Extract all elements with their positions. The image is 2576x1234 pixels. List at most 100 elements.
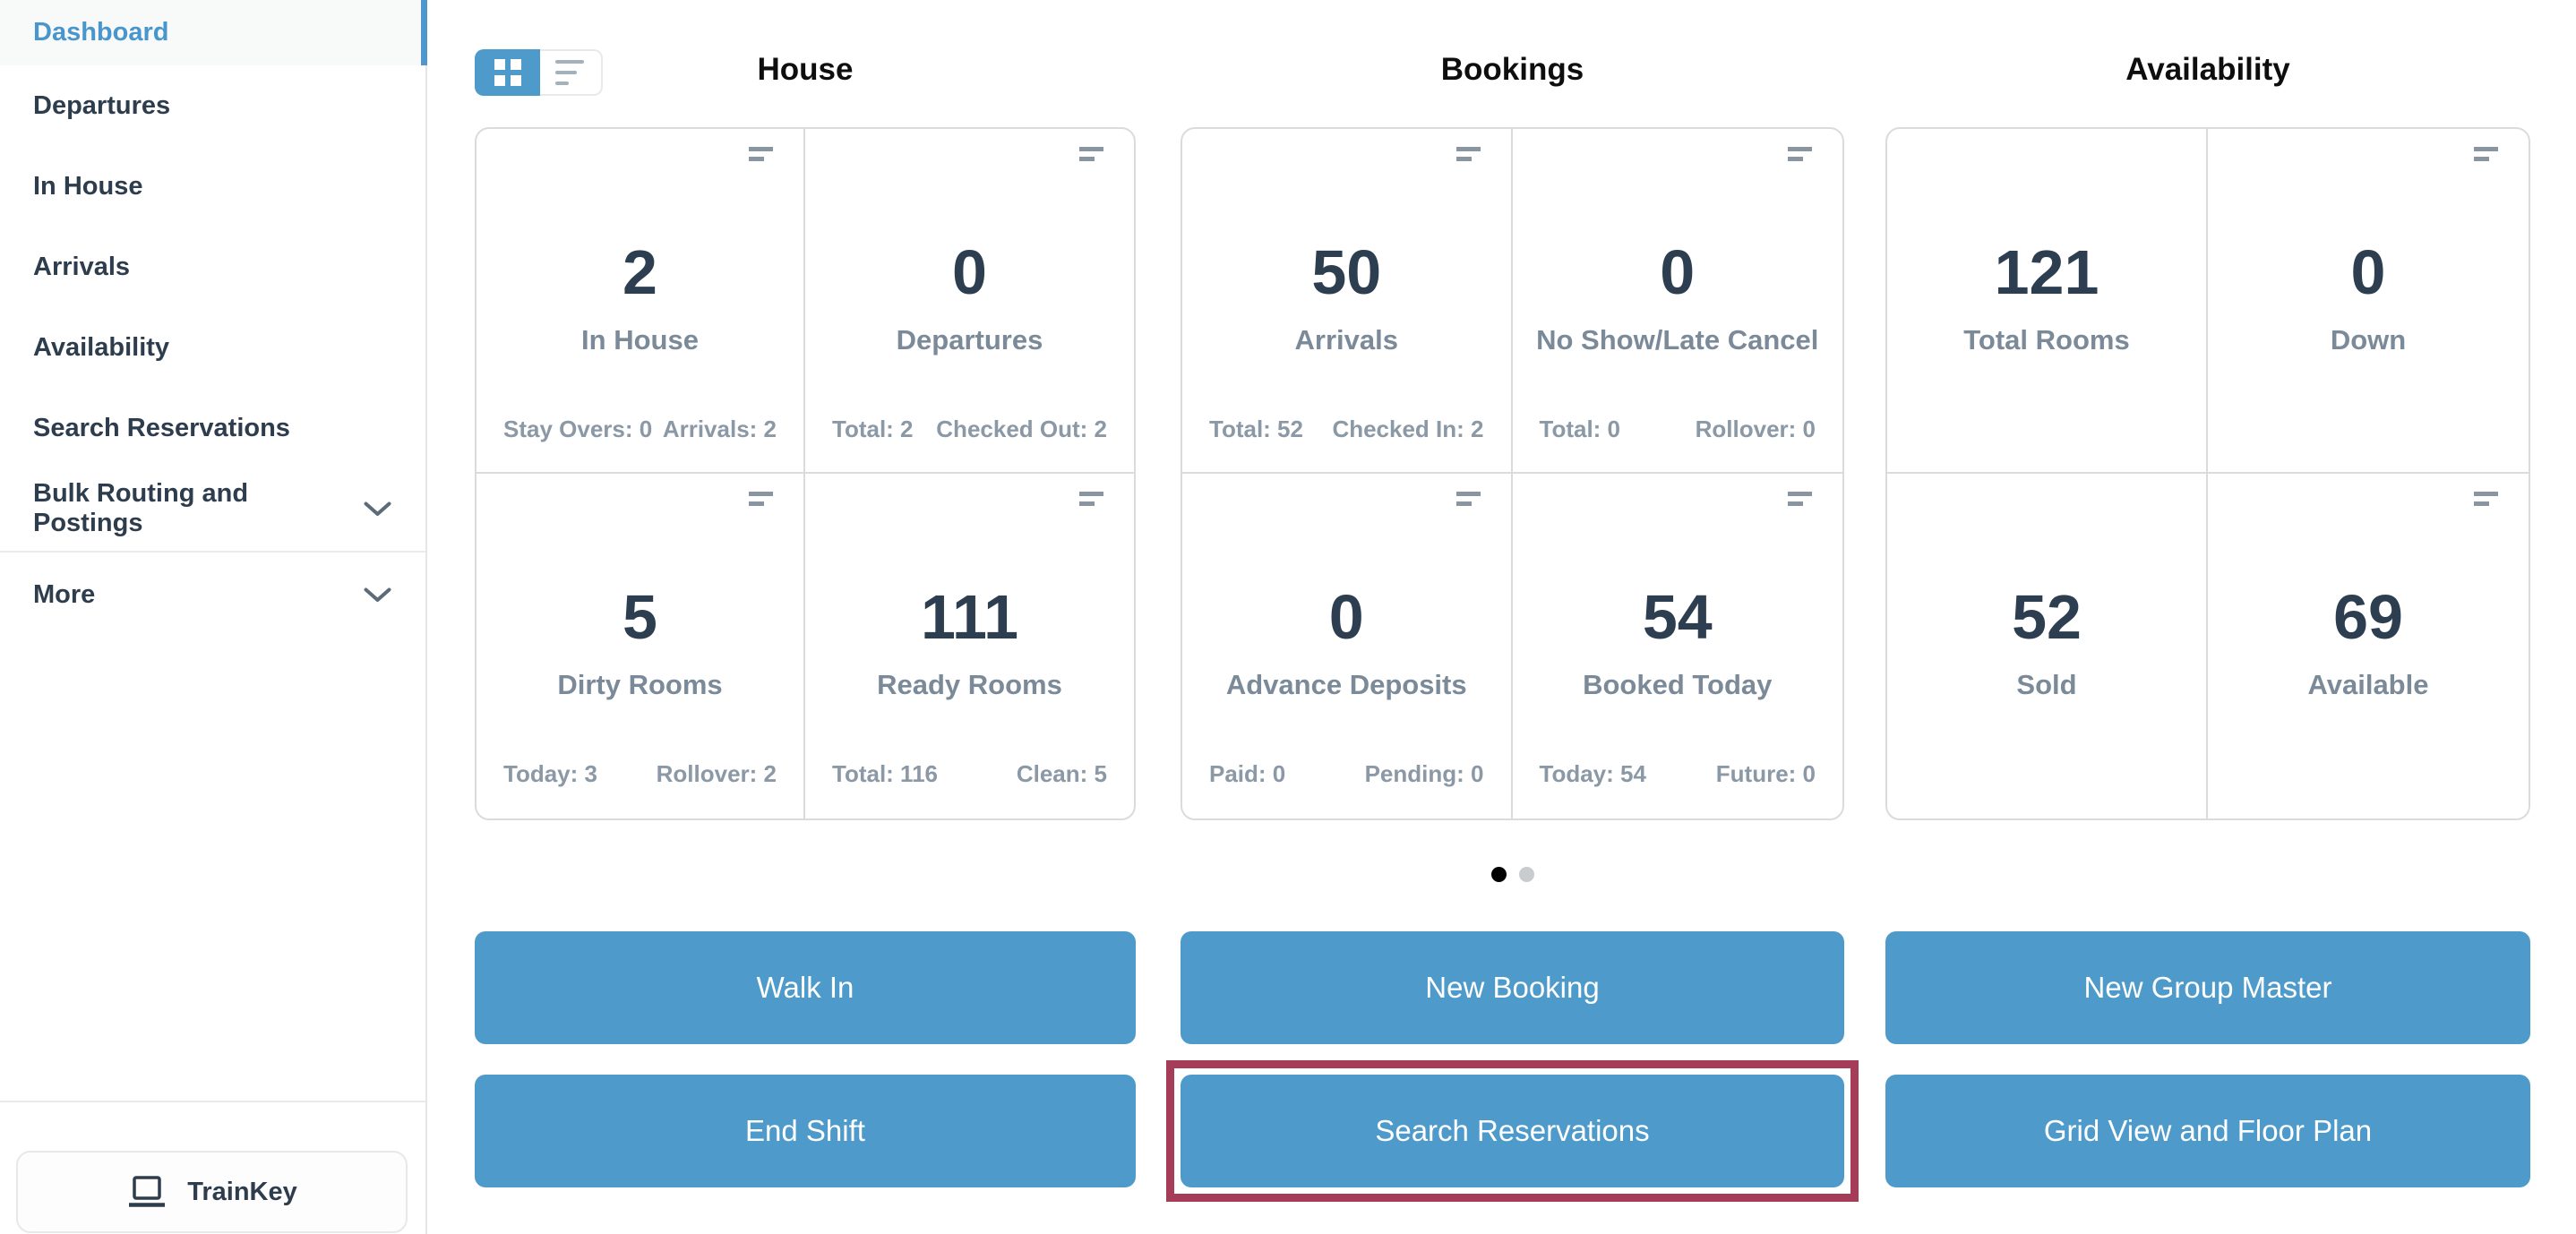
column-header-availability: Availability: [2125, 52, 2290, 87]
card-value: 50: [1311, 237, 1382, 307]
chevron-down-icon: [364, 587, 391, 602]
availability-card-group: 121 Total Rooms 0 Down 52 Sold 69 Availa…: [1885, 127, 2530, 820]
card-menu-icon[interactable]: [749, 147, 773, 161]
card-menu-icon[interactable]: [1788, 147, 1812, 161]
sidebar-item-arrivals[interactable]: Arrivals: [0, 227, 425, 307]
card-value: 121: [1994, 237, 2099, 307]
sidebar-item-more[interactable]: More: [0, 554, 425, 635]
end-shift-button[interactable]: End Shift: [475, 1075, 1136, 1187]
trainkey-button[interactable]: TrainKey: [16, 1151, 408, 1233]
column-header-bookings: Bookings: [1440, 52, 1584, 87]
sidebar-item-label: Dashboard: [33, 18, 169, 47]
card-value: 52: [2012, 582, 2082, 652]
card-advance-deposits[interactable]: 0 Advance Deposits Paid: 0 Pending: 0: [1182, 474, 1513, 818]
sidebar-divider: [0, 551, 425, 553]
card-menu-icon[interactable]: [1079, 147, 1103, 161]
sidebar-item-label: Availability: [33, 332, 170, 362]
card-label: Available: [2307, 669, 2429, 700]
card-stats: Paid: 0 Pending: 0: [1209, 760, 1484, 788]
new-group-master-button[interactable]: New Group Master: [1885, 931, 2530, 1044]
card-stat-left: Today: 3: [503, 760, 597, 787]
card-stat-left: Total: 116: [832, 760, 939, 787]
card-stat-left: Stay Overs: 0: [503, 416, 653, 442]
sidebar-item-in-house[interactable]: In House: [0, 146, 425, 227]
sidebar-item-search-reservations[interactable]: Search Reservations: [0, 388, 425, 468]
card-label: Dirty Rooms: [557, 669, 723, 700]
card-stat-left: Total: 2: [832, 416, 914, 442]
card-no-show-late-cancel[interactable]: 0 No Show/Late Cancel Total: 0 Rollover:…: [1512, 129, 1842, 474]
sidebar-bottom-divider: [0, 1101, 425, 1102]
card-menu-icon[interactable]: [749, 492, 773, 506]
card-stats: Total: 52 Checked In: 2: [1209, 416, 1484, 443]
card-value: 111: [920, 582, 1019, 652]
card-stat-left: Total: 0: [1539, 416, 1621, 442]
card-total-rooms[interactable]: 121 Total Rooms: [1887, 129, 2208, 474]
active-indicator-bar: [421, 0, 427, 65]
card-menu-icon[interactable]: [1788, 492, 1812, 506]
card-label: Sold: [2016, 669, 2077, 700]
walk-in-button[interactable]: Walk In: [475, 931, 1136, 1044]
bookings-card-group: 50 Arrivals Total: 52 Checked In: 2 0 No…: [1181, 127, 1844, 820]
new-booking-button[interactable]: New Booking: [1181, 931, 1844, 1044]
card-booked-today[interactable]: 54 Booked Today Today: 54 Future: 0: [1513, 474, 1843, 818]
card-down[interactable]: 0 Down: [2208, 129, 2529, 474]
sidebar-item-label: Bulk Routing and Postings: [33, 479, 249, 537]
card-stat-left: Paid: 0: [1209, 760, 1286, 787]
pagination-dot-2[interactable]: [1518, 867, 1534, 882]
list-view-toggle-button[interactable]: [540, 49, 603, 96]
pagination-dot-1[interactable]: [1490, 867, 1507, 882]
grid-view-toggle-button[interactable]: [475, 49, 540, 96]
card-label: Total Rooms: [1963, 324, 2130, 356]
card-ready-rooms[interactable]: 111 Ready Rooms Total: 116 Clean: 5: [805, 474, 1134, 818]
card-stat-right: Future: 0: [1715, 760, 1816, 787]
card-sold[interactable]: 52 Sold: [1887, 474, 2208, 818]
sidebar-item-label: In House: [33, 171, 143, 201]
card-value: 0: [952, 237, 987, 307]
card-value: 54: [1642, 582, 1713, 652]
card-stats: Today: 54 Future: 0: [1540, 760, 1816, 788]
list-icon: [555, 60, 584, 64]
card-departures[interactable]: 0 Departures Total: 2 Checked Out: 2: [805, 129, 1134, 474]
card-stats: Total: 2 Checked Out: 2: [832, 416, 1107, 443]
card-label: Booked Today: [1583, 669, 1773, 700]
card-menu-icon[interactable]: [2474, 492, 2498, 506]
sidebar-item-departures[interactable]: Departures: [0, 65, 425, 146]
card-menu-icon[interactable]: [2474, 147, 2498, 161]
grid-view-and-floor-plan-button[interactable]: Grid View and Floor Plan: [1885, 1075, 2530, 1187]
card-dirty-rooms[interactable]: 5 Dirty Rooms Today: 3 Rollover: 2: [477, 474, 805, 818]
card-stat-left: Total: 52: [1209, 416, 1303, 442]
card-menu-icon[interactable]: [1455, 492, 1481, 506]
card-label: In House: [581, 324, 699, 356]
card-menu-icon[interactable]: [1079, 492, 1103, 506]
card-label: Advance Deposits: [1225, 669, 1467, 700]
card-available[interactable]: 69 Available: [2208, 474, 2529, 818]
card-menu-icon[interactable]: [1455, 147, 1481, 161]
sidebar-item-bulk-routing-and-postings[interactable]: Bulk Routing and Postings: [0, 468, 425, 549]
sidebar-item-dashboard[interactable]: Dashboard: [0, 0, 427, 65]
laptop-icon: [129, 1176, 166, 1207]
card-value: 5: [623, 582, 657, 652]
sidebar-item-availability[interactable]: Availability: [0, 307, 425, 388]
card-value: 0: [1660, 237, 1696, 307]
view-toggle: [475, 49, 603, 96]
card-stats: Stay Overs: 0 Arrivals: 2: [503, 416, 777, 443]
trainkey-label: TrainKey: [187, 1177, 297, 1206]
card-stat-right: Pending: 0: [1364, 760, 1484, 787]
card-stat-left: Today: 54: [1539, 760, 1646, 787]
card-value: 0: [1328, 582, 1364, 652]
carousel-pagination: [1181, 867, 1844, 882]
sidebar: Dashboard Departures In House Arrivals A…: [0, 0, 427, 1234]
search-reservations-button[interactable]: Search Reservations: [1181, 1075, 1844, 1187]
card-stat-right: Arrivals: 2: [662, 416, 777, 442]
card-stats: Total: 116 Clean: 5: [832, 760, 1107, 788]
card-in-house[interactable]: 2 In House Stay Overs: 0 Arrivals: 2: [477, 129, 805, 474]
card-value: 2: [623, 237, 657, 307]
card-stat-right: Rollover: 0: [1695, 416, 1816, 442]
card-stat-right: Checked In: 2: [1332, 416, 1484, 442]
card-stat-right: Checked Out: 2: [936, 416, 1107, 442]
card-stats: Today: 3 Rollover: 2: [503, 760, 777, 788]
card-label: Ready Rooms: [877, 669, 1062, 700]
sidebar-item-label: More: [33, 579, 96, 609]
card-arrivals[interactable]: 50 Arrivals Total: 52 Checked In: 2: [1182, 129, 1513, 474]
card-label: No Show/Late Cancel: [1536, 324, 1819, 356]
